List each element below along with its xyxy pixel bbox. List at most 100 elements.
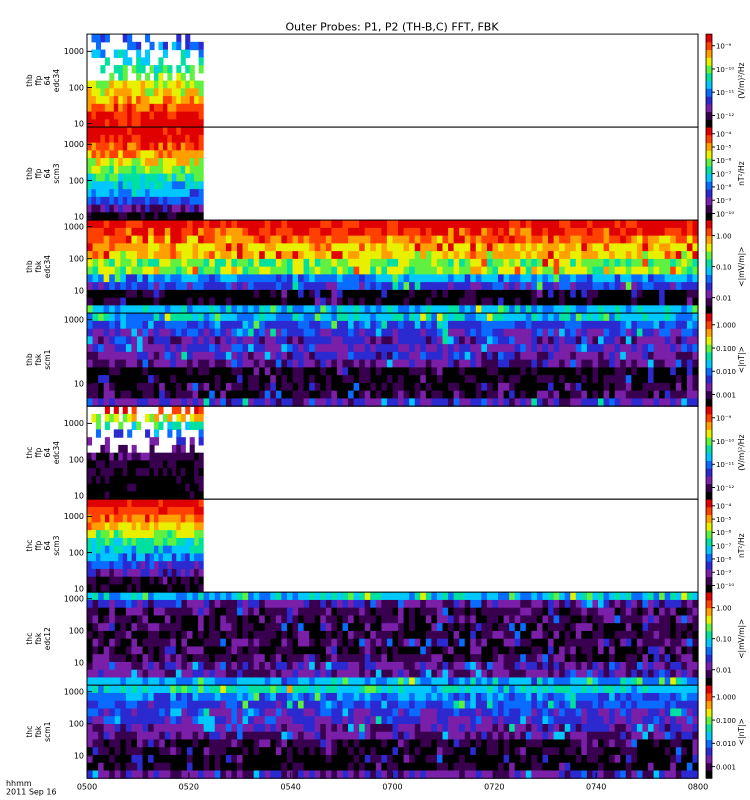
heatmap-cell xyxy=(620,630,627,640)
heatmap-cell xyxy=(136,491,142,500)
heatmap-cell xyxy=(414,382,421,392)
heatmap-cell xyxy=(189,413,195,423)
heatmap-cell xyxy=(225,398,233,407)
heatmap-cell xyxy=(692,328,699,337)
heatmap-cell xyxy=(120,638,127,648)
heatmap-cell xyxy=(131,444,137,454)
heatmap-cell xyxy=(381,382,388,392)
heatmap-cell xyxy=(392,220,399,229)
heatmap-cell xyxy=(103,623,110,632)
heatmap-cell xyxy=(364,251,371,260)
heatmap-cell xyxy=(559,258,566,268)
heatmap-cell xyxy=(120,227,127,237)
heatmap-cell xyxy=(181,297,188,306)
heatmap-cell xyxy=(392,359,399,368)
heatmap-cell xyxy=(198,592,205,601)
heatmap-cell xyxy=(436,243,444,252)
heatmap-cell xyxy=(149,553,155,562)
heatmap-cell xyxy=(398,274,405,283)
heatmap-cell xyxy=(87,196,93,206)
heatmap-cell xyxy=(336,328,344,337)
heatmap-cell xyxy=(303,297,310,306)
heatmap-cell xyxy=(675,623,682,632)
heatmap-cell xyxy=(259,367,266,376)
heatmap-cell xyxy=(514,375,521,384)
heatmap-cell xyxy=(559,646,566,655)
heatmap-cell xyxy=(286,646,294,655)
heatmap-cell xyxy=(403,328,410,337)
heatmap-cell xyxy=(95,537,101,547)
heatmap-cell xyxy=(536,297,544,306)
heatmap-cell xyxy=(603,382,610,392)
heatmap-cell xyxy=(114,235,121,244)
heatmap-cell xyxy=(153,592,160,601)
heatmap-cell xyxy=(167,96,173,105)
heatmap-cell xyxy=(153,258,160,268)
heatmap-cell xyxy=(464,251,471,260)
heatmap-cell xyxy=(348,592,355,601)
heatmap-cell xyxy=(431,382,438,392)
heatmap-cell xyxy=(131,592,138,601)
heatmap-cell xyxy=(386,398,394,407)
heatmap-cell xyxy=(375,289,382,299)
heatmap-cell xyxy=(192,297,199,306)
heatmap-cell xyxy=(548,638,555,648)
ylabel-word: thb xyxy=(25,260,34,273)
heatmap-cell xyxy=(298,266,305,275)
heatmap-cell xyxy=(242,227,249,237)
heatmap-cell xyxy=(109,499,115,508)
heatmap-cell xyxy=(298,313,305,322)
heatmap-cell xyxy=(153,88,160,97)
heatmap-cell xyxy=(664,592,671,601)
heatmap-cell xyxy=(170,367,177,376)
heatmap-cell xyxy=(648,305,655,314)
heatmap-cell xyxy=(514,623,521,632)
heatmap-cell xyxy=(303,289,310,299)
heatmap-cell xyxy=(176,522,182,531)
heatmap-cell xyxy=(503,282,510,291)
heatmap-cell xyxy=(140,204,146,213)
heatmap-cell xyxy=(536,615,544,624)
heatmap-cell xyxy=(162,514,168,524)
heatmap-cell xyxy=(470,251,477,260)
heatmap-cell xyxy=(159,274,166,283)
heatmap-cell xyxy=(325,227,332,237)
heatmap-cell xyxy=(87,150,93,159)
heatmap-cell xyxy=(153,475,160,485)
heatmap-cell xyxy=(431,282,438,291)
heatmap-cell xyxy=(370,274,377,283)
heatmap-cell xyxy=(192,336,199,345)
heatmap-cell xyxy=(420,235,427,244)
heatmap-cell xyxy=(145,506,151,516)
heatmap-cell xyxy=(664,351,671,361)
heatmap-cell xyxy=(286,654,294,663)
heatmap-cell xyxy=(109,127,115,136)
heatmap-cell xyxy=(686,359,694,368)
heatmap-cell xyxy=(170,599,177,609)
heatmap-cell xyxy=(189,41,195,51)
heatmap-cell xyxy=(189,150,195,159)
heatmap-cell xyxy=(459,398,466,407)
heatmap-cell xyxy=(292,615,299,624)
heatmap-cell xyxy=(170,243,177,252)
heatmap-cell xyxy=(298,359,305,368)
heatmap-cell xyxy=(198,623,205,632)
heatmap-cell xyxy=(87,88,93,97)
heatmap-cell xyxy=(95,173,101,182)
heatmap-cell xyxy=(581,638,588,648)
heatmap-cell xyxy=(281,235,288,244)
heatmap-cell xyxy=(642,289,649,299)
heatmap-cell xyxy=(353,313,360,322)
heatmap-cell xyxy=(531,344,538,353)
heatmap-cell xyxy=(303,243,310,252)
heatmap-cell xyxy=(286,382,294,392)
heatmap-cell xyxy=(336,351,344,361)
heatmap-cell xyxy=(570,638,577,648)
heatmap-cell xyxy=(120,274,127,283)
heatmap-cell xyxy=(248,359,255,368)
heatmap-cell xyxy=(448,282,455,291)
heatmap-cell xyxy=(525,638,532,648)
heatmap-cell xyxy=(242,654,249,663)
